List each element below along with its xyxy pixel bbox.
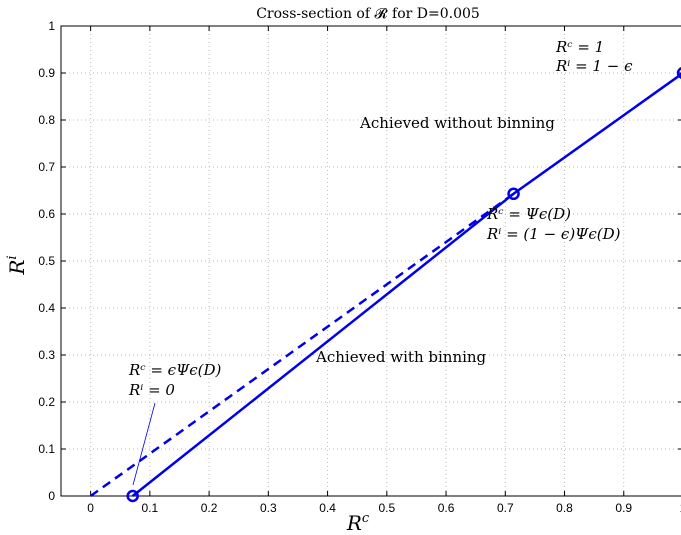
- y-tick-label: 0.8: [38, 113, 55, 127]
- series-dashed-line: [89, 192, 515, 498]
- marker-point: [126, 489, 139, 503]
- y-tick-label: 1: [48, 19, 55, 33]
- x-tick-label: 0.2: [201, 501, 218, 515]
- y-tick-label: 0.4: [38, 301, 55, 315]
- x-axis-label: Rc: [346, 511, 370, 535]
- y-axis-label: Ri: [5, 255, 29, 275]
- x-tick-label: 0: [87, 501, 94, 515]
- y-tick-label: 0: [48, 489, 55, 503]
- y-tick-label: 0.7: [38, 160, 55, 174]
- annotation-pointer: [132, 402, 156, 486]
- x-tick-label: 0.4: [319, 501, 336, 515]
- marker-point: [507, 187, 520, 201]
- x-tick-label: 0.1: [142, 501, 159, 515]
- annotation-mid-line1: Rᶜ = Ψϵ(D): [486, 205, 571, 223]
- marker-point: [676, 67, 681, 79]
- y-tick-label: 0.5: [38, 254, 55, 268]
- annotation-top-line2: Rⁱ = 1 − ϵ: [555, 57, 633, 75]
- x-tick-label: 1: [680, 501, 681, 515]
- y-tick-label: 0.1: [38, 442, 55, 456]
- annotation-without-binning: Achieved without binning: [359, 114, 555, 132]
- x-tick-label: 0.9: [615, 501, 632, 515]
- annotation-bottom-line2: Rⁱ = 0: [128, 381, 175, 399]
- annotation-top-line1: Rᶜ = 1: [555, 38, 604, 56]
- x-tick-label: 0.3: [260, 501, 277, 515]
- marker-group: [126, 67, 681, 503]
- annotation-with-binning: Achieved with binning: [315, 348, 487, 366]
- x-tick-label: 0.6: [438, 501, 455, 515]
- annotation-bottom-line1: Rᶜ = ϵΨϵ(D): [128, 361, 222, 379]
- grid-lines: [61, 25, 681, 497]
- series-group: [89, 72, 681, 498]
- chart-title: Cross-section of 𝓡 for D=0.005: [256, 6, 480, 22]
- series-solid-line: [131, 72, 681, 497]
- y-tick-label: 0.2: [38, 395, 55, 409]
- x-tick-label: 0.7: [497, 501, 514, 515]
- y-tick-label: 0.6: [38, 207, 55, 221]
- x-tick-label: 0.5: [378, 501, 395, 515]
- y-tick-label: 0.9: [38, 66, 55, 80]
- annotation-mid-line2: Rⁱ = (1 − ϵ)Ψϵ(D): [486, 225, 621, 243]
- x-tick-label: 0.8: [556, 501, 573, 515]
- axis-ticks: 0 0.1 0.2 0.3 0.4 0.5 0.6 0.7 0.8 0.9 1 0 0.1 0.2 0.3 0…: [38, 19, 681, 515]
- y-tick-label: 0.3: [38, 348, 55, 362]
